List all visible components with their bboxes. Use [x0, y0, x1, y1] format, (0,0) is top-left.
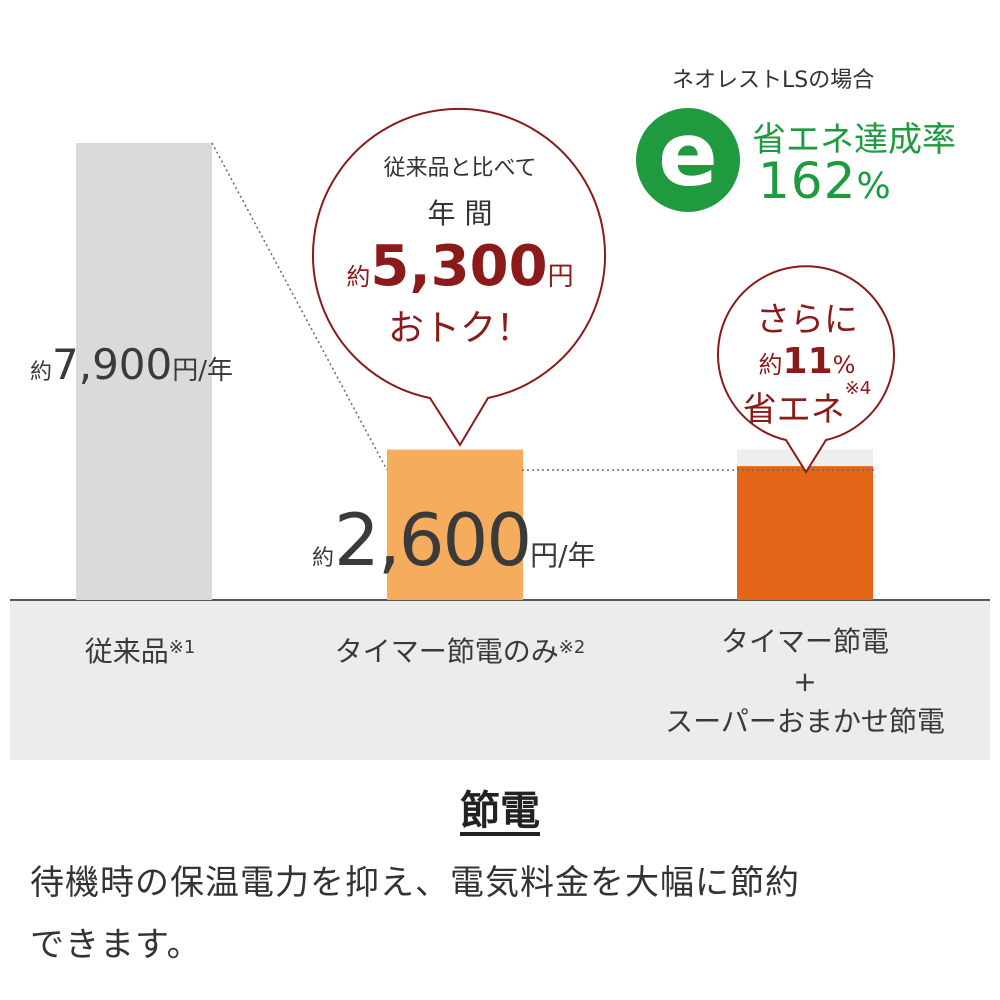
bar-timer-super — [737, 466, 873, 600]
category-band — [10, 600, 990, 760]
bar-conventional — [76, 143, 212, 600]
eco-percent: 162% — [758, 152, 891, 210]
section-description: 待機時の保温電力を抑え、電気料金を大幅に節約 できます。 — [30, 863, 800, 965]
eco-icon-circle — [636, 108, 740, 212]
bar-timer — [387, 449, 523, 600]
category-label-super: タイマー節電 + スーパーおまかせ節電 — [665, 625, 945, 738]
category-label-timer: タイマー節電のみ※2 — [334, 635, 586, 668]
eco-title: ネオレストLSの場合 — [672, 68, 875, 93]
value-label-timer: 約2,600円/年 — [312, 498, 596, 582]
bubble-sub-shape — [717, 265, 895, 474]
eco-label: 省エネ達成率 — [752, 120, 956, 160]
guide-line-1 — [211, 142, 388, 471]
bubble-sub-text: さらに 約11% 省エネ※4 — [742, 300, 872, 430]
bubble-main-shape — [312, 107, 606, 447]
eco-icon: e — [658, 103, 718, 206]
section-title: 節電 — [460, 788, 540, 834]
value-label-conventional: 約7,900円/年 — [30, 340, 234, 389]
bubble-main-text: 従来品と比べて 年 間 約5,300円 おトク！ — [346, 156, 574, 349]
category-label-conventional: 従来品※1 — [84, 635, 196, 668]
